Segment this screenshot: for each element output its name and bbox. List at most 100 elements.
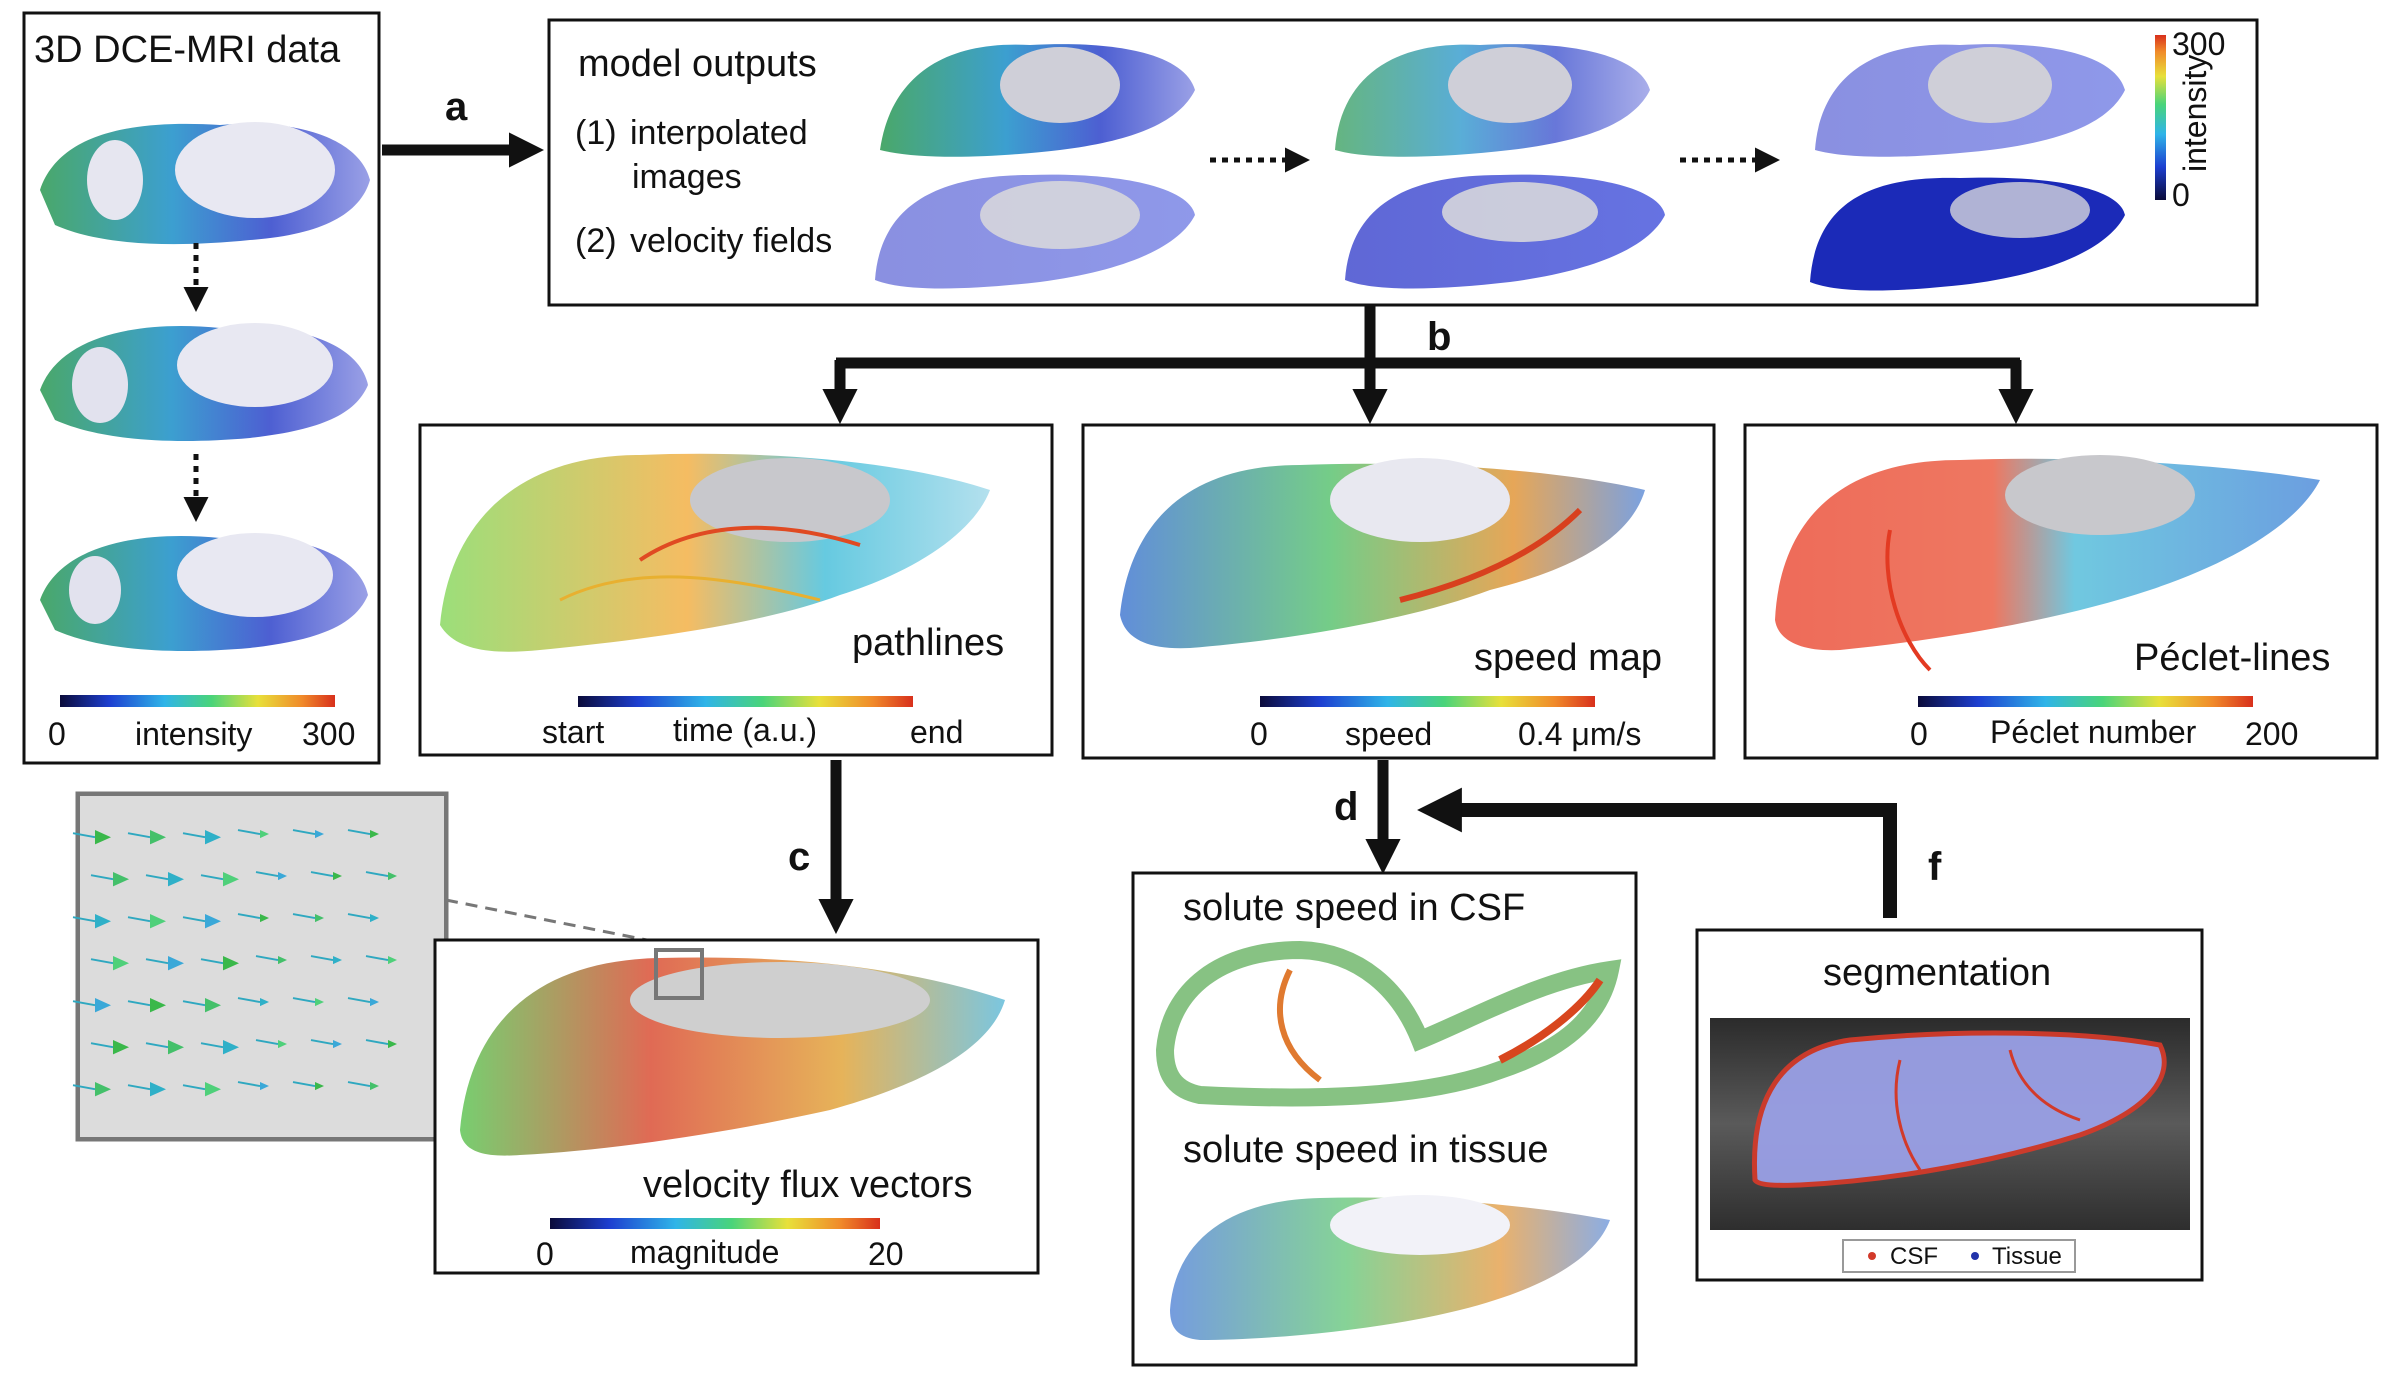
step-label-d: d xyxy=(1334,785,1358,829)
zoom-vector-stem xyxy=(255,955,279,962)
zoom-vector-glyph xyxy=(260,1082,269,1091)
zoom-vector-glyph xyxy=(388,1040,397,1049)
zoom-vector-glyph xyxy=(388,872,397,881)
zoom-vector-stem xyxy=(237,1081,261,1088)
zoom-vector-stem xyxy=(72,1000,96,1007)
solute-tissue-title: solute speed in tissue xyxy=(1183,1129,1548,1171)
velocity-field-3 xyxy=(1810,177,2125,291)
zoom-vector-stem xyxy=(200,1042,224,1049)
input-brain-3 xyxy=(40,533,368,651)
zoom-vector-stem xyxy=(72,1084,96,1091)
zoom-vector-stem xyxy=(90,958,114,965)
zoom-vector-stem xyxy=(237,997,261,1004)
input-panel: 3D DCE-MRI data 0 intensity 300 xyxy=(22,11,381,765)
zoom-vector-glyph xyxy=(388,956,397,965)
input-colorbar xyxy=(60,695,335,707)
segmentation-title: segmentation xyxy=(1823,952,2051,994)
input-panel-title: 3D DCE-MRI data xyxy=(34,29,341,71)
zoom-vector-glyph xyxy=(333,1040,342,1049)
zoom-vector-glyph xyxy=(150,914,166,929)
zoom-vector-glyph xyxy=(333,872,342,881)
zoom-vector-stem xyxy=(72,832,96,839)
zoom-vector-glyph xyxy=(278,1040,287,1049)
zoom-vector-stem xyxy=(182,916,206,923)
zoom-vector-glyph xyxy=(370,998,379,1007)
zoom-vector-glyph xyxy=(168,956,184,971)
zoom-vector-stem xyxy=(347,829,371,836)
speed-colorbar xyxy=(1260,696,1595,707)
flux-colorbar xyxy=(550,1218,880,1229)
zoom-vector-stem xyxy=(310,871,334,878)
zoom-vector-stem xyxy=(365,1039,389,1046)
input-colorbar-label: intensity xyxy=(135,716,252,752)
interp-image-1 xyxy=(880,44,1195,157)
zoom-vector-stem xyxy=(127,832,151,839)
solute-csf-title: solute speed in CSF xyxy=(1183,887,1525,929)
peclet-colorbar xyxy=(1918,696,2253,707)
zoom-vector-stem xyxy=(127,1000,151,1007)
pathlines-title: pathlines xyxy=(852,622,1004,664)
segmentation-panel: segmentation CSF Tissue xyxy=(1695,928,2204,1282)
zoom-vector-stem xyxy=(292,913,316,920)
velocity-field-2 xyxy=(1345,174,1665,289)
zoom-vector-glyph xyxy=(205,830,221,845)
zoom-vector-glyph xyxy=(260,998,269,1007)
zoom-vector-glyph xyxy=(223,872,239,887)
zoom-vector-stem xyxy=(182,1000,206,1007)
peclet-colorbar-label: Péclet number xyxy=(1990,714,2197,750)
speed-colorbar-label: speed xyxy=(1345,716,1432,752)
zoom-vector-glyph xyxy=(370,830,379,839)
zoom-vector-stem xyxy=(310,955,334,962)
legend-tissue-dot xyxy=(1971,1252,1979,1260)
peclet-title: Péclet-lines xyxy=(2134,637,2330,679)
model-item1-line2: images xyxy=(632,158,742,196)
zoom-vector-stem xyxy=(237,829,261,836)
pathlines-colorbar-label: time (a.u.) xyxy=(673,712,817,748)
pathlines-colorbar xyxy=(578,696,913,707)
zoom-vector-glyph xyxy=(95,914,111,929)
zoom-vector-glyph xyxy=(278,956,287,965)
zoom-vector-glyph xyxy=(315,830,324,839)
interp-image-2 xyxy=(1335,44,1650,157)
flux-vectors-panel: velocity flux vectors 0 magnitude 20 xyxy=(433,938,1040,1275)
zoom-vector-glyph xyxy=(223,1040,239,1055)
zoom-inset xyxy=(72,791,658,1142)
zoom-vector-stem xyxy=(72,916,96,923)
zoom-vector-glyph xyxy=(95,830,111,845)
speed-colorbar-max: 0.4 μm/s xyxy=(1518,716,1641,752)
arrow-b xyxy=(822,305,2034,425)
step-label-f: f xyxy=(1928,845,1942,889)
zoom-vector-glyph xyxy=(113,872,129,887)
zoom-vector-stem xyxy=(237,913,261,920)
model-outputs-panel: model outputs (1) interpolated images (2… xyxy=(547,18,2259,307)
zoom-vector-stem xyxy=(365,871,389,878)
input-colorbar-max: 300 xyxy=(302,716,355,752)
zoom-vector-stem xyxy=(347,1081,371,1088)
zoom-vector-stem xyxy=(127,916,151,923)
model-panel-title: model outputs xyxy=(578,43,817,85)
zoom-vector-glyph xyxy=(315,914,324,923)
zoom-vector-glyph xyxy=(150,1082,166,1097)
zoom-vector-glyph xyxy=(205,1082,221,1097)
zoom-vector-glyph xyxy=(150,998,166,1013)
solute-speed-panel: solute speed in CSF solute speed in tiss… xyxy=(1131,871,1638,1367)
input-brain-2 xyxy=(40,323,368,441)
zoom-vector-glyph xyxy=(223,956,239,971)
solute-csf-map xyxy=(1155,940,1622,1107)
zoom-vector-glyph xyxy=(205,998,221,1013)
input-brain-1 xyxy=(40,122,370,245)
peclet-panel: Péclet-lines 0 Péclet number 200 xyxy=(1743,423,2379,760)
model-colorbar-label: intensity xyxy=(2177,55,2213,172)
zoom-vector-glyph xyxy=(260,914,269,923)
zoom-vector-glyph xyxy=(95,1082,111,1097)
model-item1-line1: interpolated xyxy=(630,114,808,152)
model-item1-number: (1) xyxy=(575,114,617,152)
zoom-vector-glyph xyxy=(370,1082,379,1091)
model-colorbar-min: 0 xyxy=(2172,177,2190,213)
step-label-a: a xyxy=(445,85,468,129)
peclet-colorbar-min: 0 xyxy=(1910,716,1928,752)
flux-colorbar-max: 20 xyxy=(868,1236,904,1272)
interp-image-3 xyxy=(1815,44,2125,157)
speed-map-panel: speed map 0 speed 0.4 μm/s xyxy=(1081,423,1716,760)
